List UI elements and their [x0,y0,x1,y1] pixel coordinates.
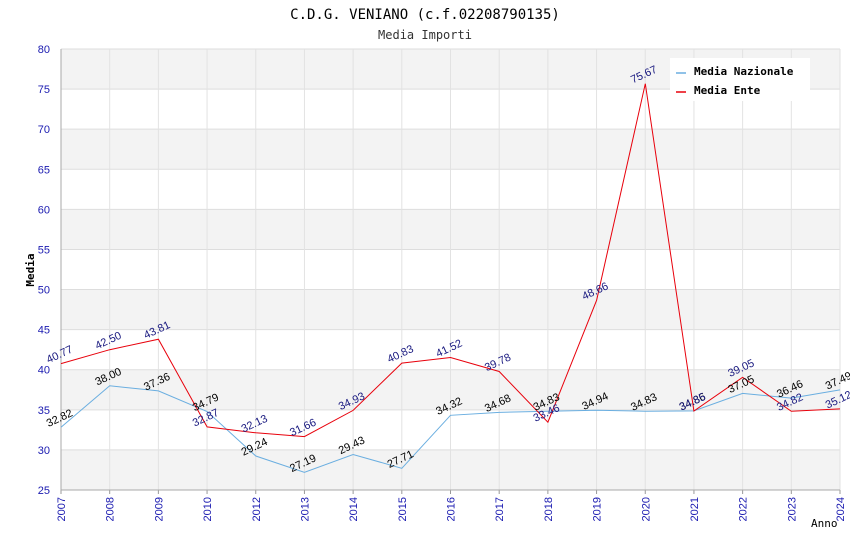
y-tick-label: 35 [38,405,50,417]
chart-subtitle: Media Importi [378,28,472,42]
y-tick-labels: 25 30 35 40 45 50 55 60 65 70 75 80 [38,44,50,497]
x-tick-label: 2024 [835,497,847,521]
x-axis-label: Anno [811,517,838,530]
y-tick-label: 55 [38,244,50,256]
y-tick-label: 50 [38,285,50,297]
data-label-ente: 31.66 [288,417,318,440]
legend: Media Nazionale Media Ente [670,58,810,101]
x-tick-label: 2023 [786,497,798,521]
y-tick-label: 45 [38,325,50,337]
grid-lines [60,48,841,491]
legend-box [670,58,810,101]
x-tick-label: 2019 [592,497,604,521]
x-tick-label: 2015 [397,497,409,521]
x-tick-label: 2010 [202,497,214,521]
y-tick-label: 75 [38,84,50,96]
x-tick-label: 2016 [446,497,458,521]
x-tick-label: 2009 [153,497,165,521]
data-label-ente: 41.52 [434,338,464,361]
data-label-ente: 42.50 [93,330,123,353]
x-tick-label: 2013 [299,497,311,521]
x-tick-label: 2022 [738,497,750,521]
series-line-media-nazionale [60,385,841,473]
y-tick-label: 30 [38,445,50,457]
axes [60,49,841,494]
data-label-ente: 32.13 [240,413,270,436]
chart-title: C.D.G. VENIANO (c.f.02208790135) [290,7,560,23]
y-tick-label: 65 [38,164,50,176]
series-lines [60,83,841,473]
x-tick-label: 2008 [105,497,117,521]
data-label-ente: 40.77 [45,344,75,367]
x-tick-label: 2018 [543,497,555,521]
legend-label-media-ente: Media Ente [694,84,761,97]
x-tick-label: 2017 [494,497,506,521]
x-tick-label: 2012 [251,497,263,521]
x-tick-label: 2014 [348,497,360,521]
y-tick-label: 80 [38,44,50,56]
y-tick-label: 25 [38,485,50,497]
y-tick-label: 40 [38,365,50,377]
x-tick-labels: 2007 2008 2009 2010 2012 2013 2014 2015 2016 2017… [56,497,847,521]
x-tick-label: 2007 [56,497,68,521]
legend-label-media-nazionale: Media Nazionale [694,65,794,78]
y-tick-label: 70 [38,124,50,136]
x-tick-label: 2020 [640,497,652,521]
x-tick-label: 2021 [689,497,701,521]
y-axis-label: Media [24,253,37,286]
series-line-media-ente [60,83,841,438]
y-tick-label: 60 [38,204,50,216]
